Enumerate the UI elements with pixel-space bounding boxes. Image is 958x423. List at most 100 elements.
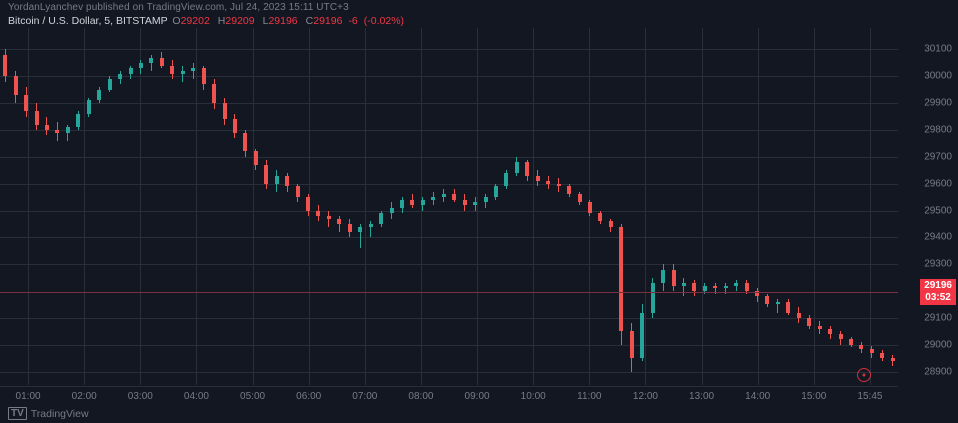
- candle-body[interactable]: [400, 200, 404, 208]
- candle-body[interactable]: [588, 202, 592, 213]
- candle-body[interactable]: [139, 63, 143, 68]
- candle-body[interactable]: [87, 100, 91, 113]
- candle-body[interactable]: [839, 334, 843, 339]
- candle-body[interactable]: [786, 302, 790, 313]
- candle-body[interactable]: [745, 283, 749, 291]
- candle-body[interactable]: [327, 216, 331, 219]
- candle-body[interactable]: [567, 186, 571, 194]
- candle-body[interactable]: [891, 358, 895, 361]
- candle-body[interactable]: [442, 194, 446, 197]
- candle-body[interactable]: [807, 318, 811, 326]
- candle-body[interactable]: [45, 125, 49, 130]
- candle-body[interactable]: [546, 181, 550, 184]
- candle-wick[interactable]: [892, 355, 893, 366]
- candle-body[interactable]: [672, 270, 676, 286]
- candle-body[interactable]: [692, 283, 696, 291]
- candle-body[interactable]: [828, 329, 832, 334]
- candle-wick[interactable]: [328, 211, 329, 227]
- candle-body[interactable]: [724, 286, 728, 289]
- candle-body[interactable]: [212, 84, 216, 103]
- candle-body[interactable]: [337, 219, 341, 224]
- candle-body[interactable]: [494, 186, 498, 197]
- candle-body[interactable]: [504, 173, 508, 186]
- candle-body[interactable]: [285, 176, 289, 187]
- candle-body[interactable]: [170, 66, 174, 74]
- candle-body[interactable]: [651, 283, 655, 313]
- gridline-horizontal: [0, 345, 898, 346]
- candle-body[interactable]: [296, 186, 300, 197]
- candle-wick[interactable]: [193, 63, 194, 79]
- candle-body[interactable]: [55, 130, 59, 133]
- candle-body[interactable]: [473, 202, 477, 205]
- candle-body[interactable]: [129, 68, 133, 73]
- candle-body[interactable]: [765, 296, 769, 304]
- candle-body[interactable]: [35, 111, 39, 124]
- candle-body[interactable]: [97, 90, 101, 101]
- candle-body[interactable]: [202, 68, 206, 84]
- candle-body[interactable]: [452, 194, 456, 199]
- candle-body[interactable]: [191, 68, 195, 71]
- candle-body[interactable]: [233, 119, 237, 132]
- candle-body[interactable]: [557, 184, 561, 187]
- candle-body[interactable]: [379, 213, 383, 224]
- candle-body[interactable]: [264, 165, 268, 184]
- candle-wick[interactable]: [736, 280, 737, 291]
- candle-body[interactable]: [421, 200, 425, 205]
- y-axis-label: 29900: [924, 98, 952, 109]
- current-price-badge[interactable]: 29196 03:52: [920, 279, 956, 305]
- candle-body[interactable]: [431, 197, 435, 200]
- candle-body[interactable]: [640, 313, 644, 359]
- candle-body[interactable]: [275, 176, 279, 184]
- candle-body[interactable]: [160, 58, 164, 66]
- gridline-horizontal: [0, 76, 898, 77]
- candle-body[interactable]: [306, 197, 310, 210]
- candle-body[interactable]: [515, 162, 519, 173]
- candle-body[interactable]: [181, 71, 185, 74]
- candle-body[interactable]: [797, 313, 801, 318]
- plot-area[interactable]: [0, 28, 898, 385]
- candle-body[interactable]: [390, 208, 394, 213]
- candle-body[interactable]: [118, 74, 122, 79]
- candle-body[interactable]: [410, 200, 414, 205]
- candle-body[interactable]: [243, 133, 247, 152]
- y-axis-label: 29000: [924, 339, 952, 350]
- candle-body[interactable]: [24, 95, 28, 111]
- candle-wick[interactable]: [683, 278, 684, 297]
- chart-reset-icon[interactable]: [857, 368, 871, 382]
- candle-body[interactable]: [870, 349, 874, 353]
- candle-body[interactable]: [14, 76, 18, 95]
- candle-body[interactable]: [348, 224, 352, 232]
- candle-body[interactable]: [859, 345, 863, 349]
- candle-body[interactable]: [713, 286, 717, 289]
- gridline-vertical: [28, 28, 29, 385]
- candle-body[interactable]: [254, 151, 258, 164]
- candle-body[interactable]: [619, 227, 623, 332]
- candle-body[interactable]: [849, 339, 853, 344]
- candle-body[interactable]: [661, 270, 665, 283]
- candle-body[interactable]: [463, 200, 467, 205]
- candle-body[interactable]: [682, 283, 686, 286]
- candle-body[interactable]: [3, 55, 7, 76]
- candle-body[interactable]: [369, 224, 373, 227]
- candle-wick[interactable]: [182, 66, 183, 82]
- candle-body[interactable]: [484, 197, 488, 202]
- candle-body[interactable]: [598, 213, 602, 221]
- candle-body[interactable]: [525, 162, 529, 175]
- candle-body[interactable]: [76, 114, 80, 127]
- candle-body[interactable]: [734, 283, 738, 286]
- candle-body[interactable]: [776, 302, 780, 305]
- x-axis-label: 15:00: [801, 391, 826, 402]
- candle-body[interactable]: [149, 58, 153, 63]
- candle-body[interactable]: [358, 227, 362, 232]
- candle-body[interactable]: [536, 176, 540, 181]
- candle-body[interactable]: [703, 286, 707, 291]
- candle-body[interactable]: [578, 194, 582, 202]
- candle-body[interactable]: [223, 103, 227, 119]
- candle-body[interactable]: [316, 211, 320, 216]
- candle-body[interactable]: [880, 353, 884, 358]
- candle-body[interactable]: [818, 326, 822, 329]
- candle-body[interactable]: [108, 79, 112, 90]
- candle-body[interactable]: [630, 331, 634, 358]
- candle-body[interactable]: [609, 221, 613, 226]
- candle-body[interactable]: [66, 127, 70, 132]
